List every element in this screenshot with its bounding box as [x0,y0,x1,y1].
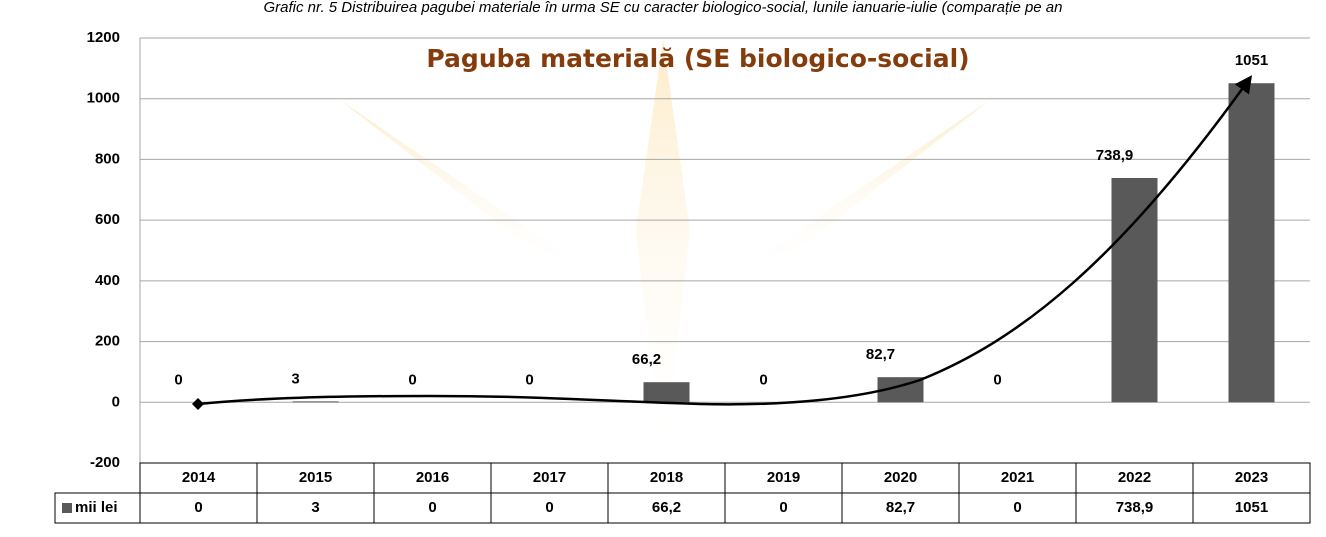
data-label: 82,7 [866,346,895,363]
y-tick-label: 400 [95,272,120,289]
x-tick-label: 2015 [299,469,332,486]
caption: Grafic nr. 5 Distribuirea pagubei materi… [264,0,1063,16]
data-label: 1051 [1235,52,1268,69]
data-table-value: 82,7 [886,499,915,516]
x-tick-label: 2014 [182,469,216,486]
data-table-value: 0 [194,499,202,516]
data-table-value: 0 [1013,499,1021,516]
data-label: 0 [759,371,767,388]
bar [1228,83,1275,403]
data-label: 0 [525,371,533,388]
y-tick-label: -200 [90,454,120,471]
x-tick-label: 2017 [533,469,566,486]
data-table-value: 0 [779,499,787,516]
chart-title: Paguba materială (SE biologico-social) [426,44,969,73]
y-tick-label: 600 [95,211,120,228]
bar [643,382,690,403]
watermark [340,40,990,470]
x-tick-label: 2023 [1235,469,1268,486]
data-label: 0 [408,371,416,388]
y-tick-label: 1000 [87,90,120,107]
y-tick-label: 800 [95,150,120,167]
bar [1111,177,1158,403]
y-tick-label: 0 [112,393,120,410]
x-tick-label: 2016 [416,469,449,486]
data-label: 66,2 [632,351,661,368]
data-table-value: 66,2 [652,499,681,516]
trend-line [197,75,1253,406]
y-tick-label: 200 [95,333,120,350]
data-label: 0 [993,371,1001,388]
x-tick-label: 2018 [650,469,683,486]
x-tick-label: 2019 [767,469,800,486]
y-tick-label: 1200 [87,29,120,46]
data-table-value: 3 [311,499,319,516]
data-table-value: 738,9 [1116,499,1154,516]
legend-label: mii lei [75,499,118,516]
data-table-value: 1051 [1235,499,1268,516]
legend-swatch [62,503,72,513]
trend-start [192,398,204,410]
data-label: 3 [291,370,299,387]
data-table-value: 0 [545,499,553,516]
data-table-value: 0 [428,499,436,516]
x-tick-label: 2021 [1001,469,1034,486]
x-tick-label: 2020 [884,469,917,486]
bar [292,401,339,403]
x-tick-label: 2022 [1118,469,1151,486]
data-label: 738,9 [1096,147,1134,164]
data-label: 0 [174,371,182,388]
